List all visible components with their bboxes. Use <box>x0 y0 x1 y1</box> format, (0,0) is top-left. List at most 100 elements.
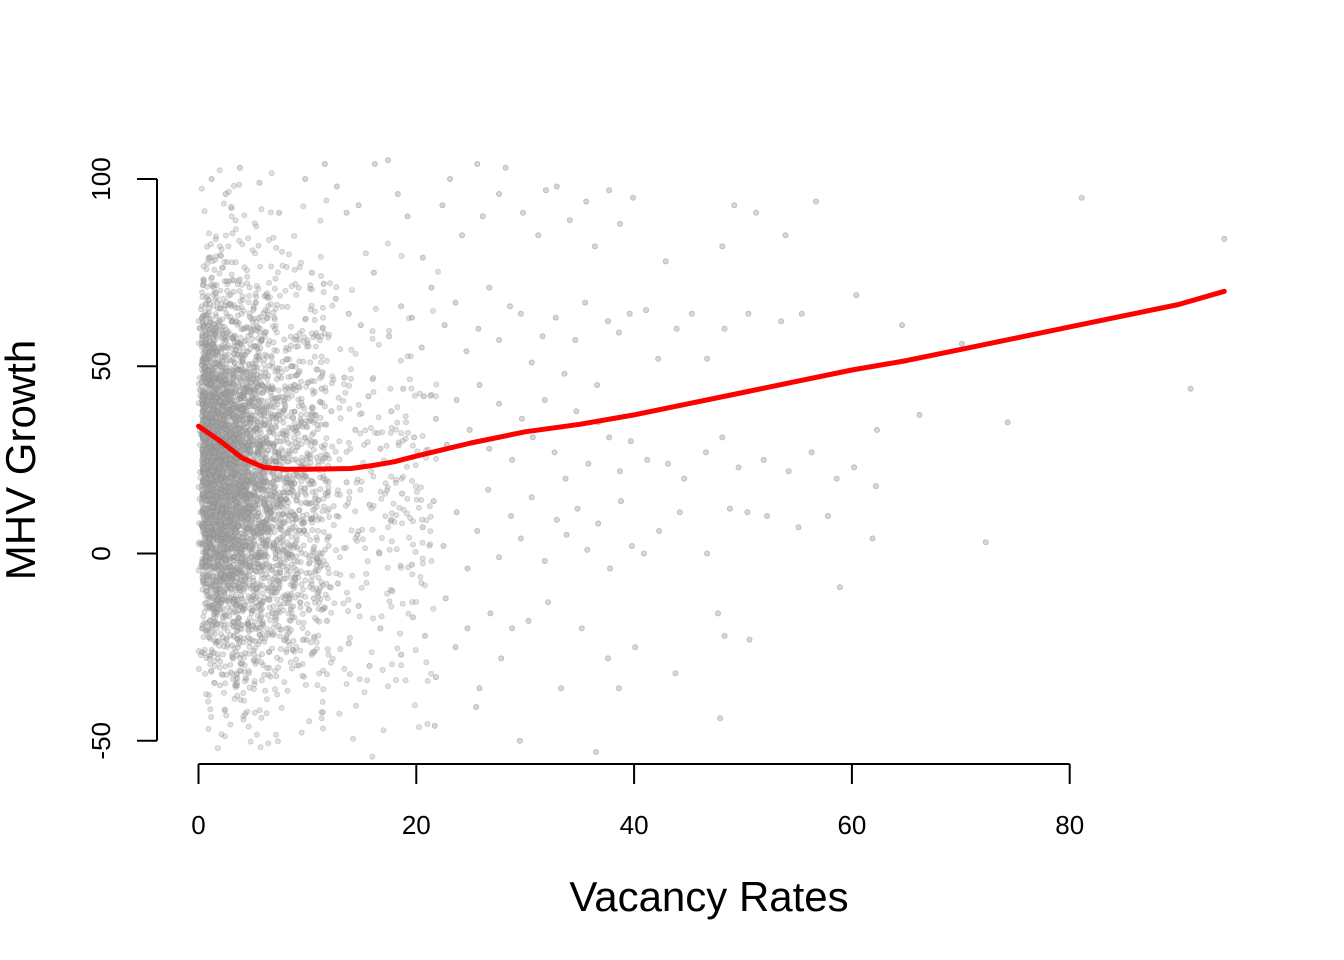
data-point <box>229 471 236 478</box>
data-point <box>307 536 314 543</box>
data-point <box>267 301 274 308</box>
data-point <box>267 542 274 549</box>
data-point <box>286 452 293 459</box>
data-point <box>419 432 426 439</box>
data-point <box>207 528 214 535</box>
data-point <box>248 541 255 548</box>
data-point <box>201 407 208 414</box>
data-point <box>240 690 247 697</box>
data-point <box>304 601 311 608</box>
data-point <box>272 458 279 465</box>
data-point <box>199 563 206 570</box>
data-point <box>273 562 280 569</box>
data-point <box>319 325 326 332</box>
data-point <box>256 325 263 332</box>
data-point <box>210 604 217 611</box>
data-point <box>241 212 248 219</box>
data-point <box>249 517 256 524</box>
data-point <box>260 440 267 447</box>
data-point <box>237 567 244 574</box>
data-point <box>359 536 366 543</box>
data-point <box>308 478 315 485</box>
data-point <box>262 434 269 441</box>
data-point <box>293 496 300 503</box>
data-point <box>221 258 228 265</box>
data-point <box>219 522 226 529</box>
data-point <box>243 476 250 483</box>
data-point <box>318 715 325 722</box>
data-point <box>268 352 275 359</box>
data-point <box>393 546 400 553</box>
data-point <box>274 364 281 371</box>
data-point <box>223 310 230 317</box>
data-point <box>246 525 253 532</box>
data-point <box>307 639 314 646</box>
data-point <box>234 482 241 489</box>
data-point <box>246 412 253 419</box>
data-point <box>246 684 253 691</box>
data-point <box>292 387 299 394</box>
data-point <box>226 456 233 463</box>
data-point <box>212 311 219 318</box>
data-point <box>200 405 207 412</box>
data-point <box>239 479 246 486</box>
data-point <box>256 707 263 714</box>
data-point <box>243 486 250 493</box>
data-point <box>273 589 280 596</box>
data-point <box>313 645 320 652</box>
data-point <box>392 677 399 684</box>
data-point <box>204 467 211 474</box>
data-point <box>311 316 318 323</box>
data-point <box>213 449 220 456</box>
data-point <box>246 403 253 410</box>
data-point <box>304 450 311 457</box>
data-point <box>204 514 211 521</box>
data-point <box>241 527 248 534</box>
data-point <box>209 394 216 401</box>
data-point <box>234 570 241 577</box>
data-point <box>203 266 210 273</box>
data-point <box>199 543 206 550</box>
data-point <box>250 438 257 445</box>
data-point <box>281 397 288 404</box>
data-point <box>204 629 211 636</box>
data-point <box>378 613 385 620</box>
data-point <box>217 658 224 665</box>
data-point <box>237 425 244 432</box>
data-point <box>212 550 219 557</box>
data-point <box>235 425 242 432</box>
data-point <box>268 509 275 516</box>
data-point <box>415 504 422 511</box>
data-point <box>235 320 242 327</box>
data-point <box>265 740 272 747</box>
data-point <box>247 341 254 348</box>
data-point <box>248 436 255 443</box>
data-point <box>285 395 292 402</box>
data-point <box>235 410 242 417</box>
data-point <box>388 661 395 668</box>
data-point <box>238 281 245 288</box>
data-point <box>224 545 231 552</box>
data-point <box>246 522 253 529</box>
data-point <box>225 351 232 358</box>
data-point <box>224 481 231 488</box>
data-point <box>258 612 265 619</box>
data-point <box>246 615 253 622</box>
data-point <box>270 632 277 639</box>
data-point <box>286 629 293 636</box>
data-point <box>262 329 269 336</box>
data-point <box>221 539 228 546</box>
data-point <box>300 203 307 210</box>
data-point <box>260 436 267 443</box>
data-point <box>309 519 316 526</box>
data-point <box>282 548 289 555</box>
data-point <box>217 606 224 613</box>
data-point <box>240 713 247 720</box>
data-point <box>297 484 304 491</box>
data-point <box>231 430 238 437</box>
data-point <box>246 562 253 569</box>
data-point <box>258 575 265 582</box>
data-point <box>398 520 405 527</box>
data-point <box>253 223 260 230</box>
